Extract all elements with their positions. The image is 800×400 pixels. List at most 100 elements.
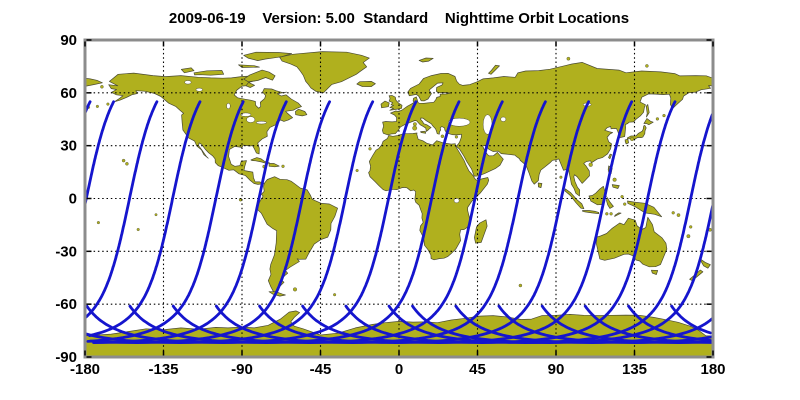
small-island	[454, 135, 458, 139]
landmass-sulawesi	[606, 197, 614, 209]
landmass-kyushu	[624, 138, 629, 145]
small-island	[686, 234, 691, 239]
x-tick-label: 180	[700, 361, 725, 378]
graticule-layer	[85, 40, 713, 357]
landmass-ellesmere-island	[243, 51, 293, 61]
small-island	[518, 283, 523, 288]
small-island	[676, 213, 681, 217]
orbit-track-2	[85, 100, 159, 319]
landmass-baffin-island	[243, 69, 276, 83]
orbit-track-4	[86, 100, 245, 343]
orbit-track-6	[627, 304, 712, 342]
small-island	[689, 225, 693, 229]
small-island	[662, 113, 666, 118]
small-island	[566, 56, 571, 61]
small-island	[121, 158, 126, 163]
lake-lake-winnipeg	[226, 102, 231, 110]
lake-lake-victoria	[453, 198, 460, 204]
small-island	[588, 162, 593, 167]
orbit-track-1	[411, 204, 713, 345]
landmass-sumatra	[564, 188, 585, 210]
orbit-track-1	[85, 100, 115, 206]
x-tick-label: -180	[70, 361, 100, 378]
landmass-victoria-island	[193, 70, 225, 76]
landmass-madagascar	[474, 219, 488, 244]
small-island	[106, 102, 110, 106]
small-island	[96, 221, 100, 225]
landmass-southampton-island	[245, 82, 255, 88]
orbit-tracks-layer	[85, 100, 713, 345]
axis-frame	[83, 38, 715, 359]
lake-black-sea	[448, 117, 471, 127]
landmass-newfoundland	[295, 108, 308, 117]
map-area	[85, 40, 713, 357]
orbit-track-7	[670, 304, 712, 335]
small-island	[609, 212, 613, 216]
small-island	[333, 293, 337, 297]
landmass-java	[582, 210, 600, 214]
y-tick-label: 90	[60, 32, 77, 49]
x-tick-label: -135	[148, 361, 178, 378]
landmass-banks-island	[180, 67, 195, 74]
small-island	[655, 117, 659, 121]
axis-labels: -180 -135 -90 -45 0 45 90 135 180 90 60 30 0 -30 -60 -9…	[55, 32, 725, 378]
y-tick-label: 30	[60, 138, 77, 155]
landmass-iceland	[356, 81, 376, 88]
orbit-track-3	[88, 100, 202, 338]
small-island	[612, 177, 617, 182]
lake-great-slave-lake	[195, 87, 203, 92]
orbit-track-5	[583, 304, 713, 344]
small-island	[671, 211, 675, 215]
y-tick-label: -60	[55, 296, 77, 313]
small-island	[136, 227, 140, 231]
landmass-timor	[614, 212, 622, 217]
plot-title: 2009-06-19 Version: 5.00 Standard Nightt…	[168, 10, 630, 27]
small-island	[440, 134, 445, 139]
lake-great-bear-lake	[184, 80, 192, 85]
landmass-ireland	[380, 100, 390, 109]
landmass-svalbard	[418, 57, 434, 63]
landmass-mindanao	[611, 184, 620, 189]
small-island	[412, 122, 417, 127]
landmass-novaya-zemlya	[488, 64, 500, 75]
x-tick-label: 45	[469, 361, 486, 378]
small-island	[559, 175, 563, 179]
landmass-borneo	[588, 185, 607, 206]
small-island	[605, 212, 609, 216]
landmass-sakhalin	[645, 104, 650, 118]
lake-lake-erie-ontario	[255, 120, 267, 125]
y-tick-label: -30	[55, 243, 77, 260]
small-island	[95, 104, 99, 108]
x-tick-label: -45	[310, 361, 332, 378]
small-island	[620, 195, 624, 199]
small-island	[368, 147, 372, 151]
lake-lake-superior	[240, 112, 252, 117]
landmass-hispaniola	[268, 163, 280, 168]
landmass-devon-island	[238, 64, 260, 68]
x-tick-label: 135	[622, 361, 647, 378]
small-island	[623, 202, 627, 206]
orbit-track-6	[89, 100, 332, 345]
y-tick-label: 60	[60, 85, 77, 102]
orbit-track-7	[85, 100, 375, 345]
tick-marks	[84, 39, 714, 358]
x-tick-label: 90	[548, 361, 565, 378]
orbit-track-15	[387, 112, 713, 345]
landmass-eurasia	[85, 62, 713, 197]
landmass-cuba	[250, 157, 270, 164]
lake-aral-sea	[500, 116, 507, 122]
x-tick-label: -90	[231, 361, 253, 378]
landmass-great-britain	[388, 95, 403, 111]
small-island	[125, 162, 129, 166]
landmass-sicily	[420, 130, 427, 134]
landmass-hokkaido	[643, 118, 654, 126]
y-tick-label: -90	[55, 349, 77, 366]
small-island	[154, 213, 158, 217]
landmass-australia	[596, 216, 668, 268]
small-island	[100, 85, 104, 89]
landmass-honshu	[626, 125, 647, 140]
lake-lake-michigan-huron	[246, 116, 256, 123]
small-island	[412, 125, 418, 131]
